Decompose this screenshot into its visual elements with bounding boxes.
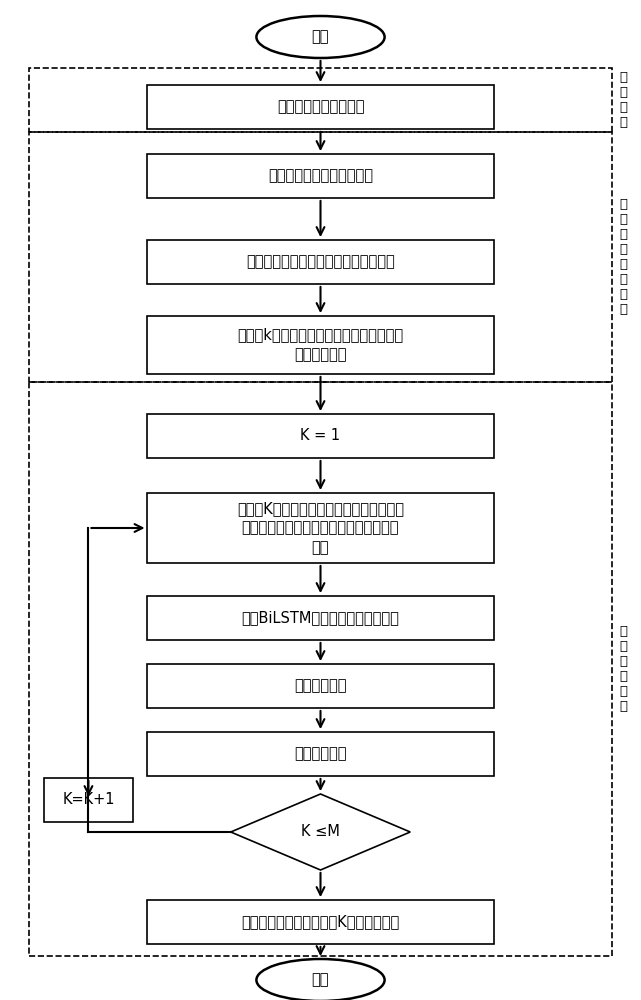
Ellipse shape bbox=[256, 959, 385, 1000]
Polygon shape bbox=[231, 794, 410, 870]
Text: 输入前K个特征値中包含的所有天气因子数
据与历史电力负荷数据作为本次预测的新
数据: 输入前K个特征値中包含的所有天气因子数 据与历史电力负荷数据作为本次预测的新 数… bbox=[237, 501, 404, 555]
FancyBboxPatch shape bbox=[147, 493, 494, 563]
Text: 数据清洗、归一化处理: 数据清洗、归一化处理 bbox=[277, 100, 364, 114]
FancyBboxPatch shape bbox=[147, 900, 494, 944]
FancyBboxPatch shape bbox=[147, 316, 494, 374]
FancyBboxPatch shape bbox=[44, 778, 133, 822]
FancyBboxPatch shape bbox=[147, 240, 494, 284]
Text: 计算评价指标: 计算评价指标 bbox=[294, 746, 347, 762]
Text: K = 1: K = 1 bbox=[301, 428, 340, 444]
FancyBboxPatch shape bbox=[147, 85, 494, 129]
Text: 根据评价指标，得出最佳K时的预测结果: 根据评价指标，得出最佳K时的预测结果 bbox=[242, 914, 399, 930]
Ellipse shape bbox=[256, 16, 385, 58]
Text: 选取前k个特征値中包含的所有天气因子作
为预测输入端: 选取前k个特征値中包含的所有天气因子作 为预测输入端 bbox=[237, 328, 404, 362]
FancyBboxPatch shape bbox=[147, 154, 494, 198]
Text: 结束: 结束 bbox=[312, 972, 329, 988]
Text: 输出预测结果: 输出预测结果 bbox=[294, 678, 347, 694]
Text: 电
力
负
荷
预
测: 电 力 负 荷 预 测 bbox=[619, 625, 627, 713]
Text: 将数据分为训练集和测试集: 将数据分为训练集和测试集 bbox=[268, 168, 373, 184]
Text: 数
据
处
理: 数 据 处 理 bbox=[619, 71, 627, 129]
FancyBboxPatch shape bbox=[147, 596, 494, 640]
Text: K ≤M: K ≤M bbox=[301, 824, 340, 840]
FancyBboxPatch shape bbox=[147, 732, 494, 776]
FancyBboxPatch shape bbox=[147, 664, 494, 708]
FancyBboxPatch shape bbox=[147, 414, 494, 458]
Text: 最
佳
特
征
値
的
提
取: 最 佳 特 征 値 的 提 取 bbox=[619, 198, 627, 316]
Text: 将数据根据马氏距离由大到小进行排序: 将数据根据马氏距离由大到小进行排序 bbox=[246, 254, 395, 269]
Text: 开始: 开始 bbox=[312, 29, 329, 44]
Text: 采用BiLSTM建立电力负荷预测模型: 采用BiLSTM建立电力负荷预测模型 bbox=[242, 610, 399, 626]
Text: K=K+1: K=K+1 bbox=[62, 792, 115, 808]
